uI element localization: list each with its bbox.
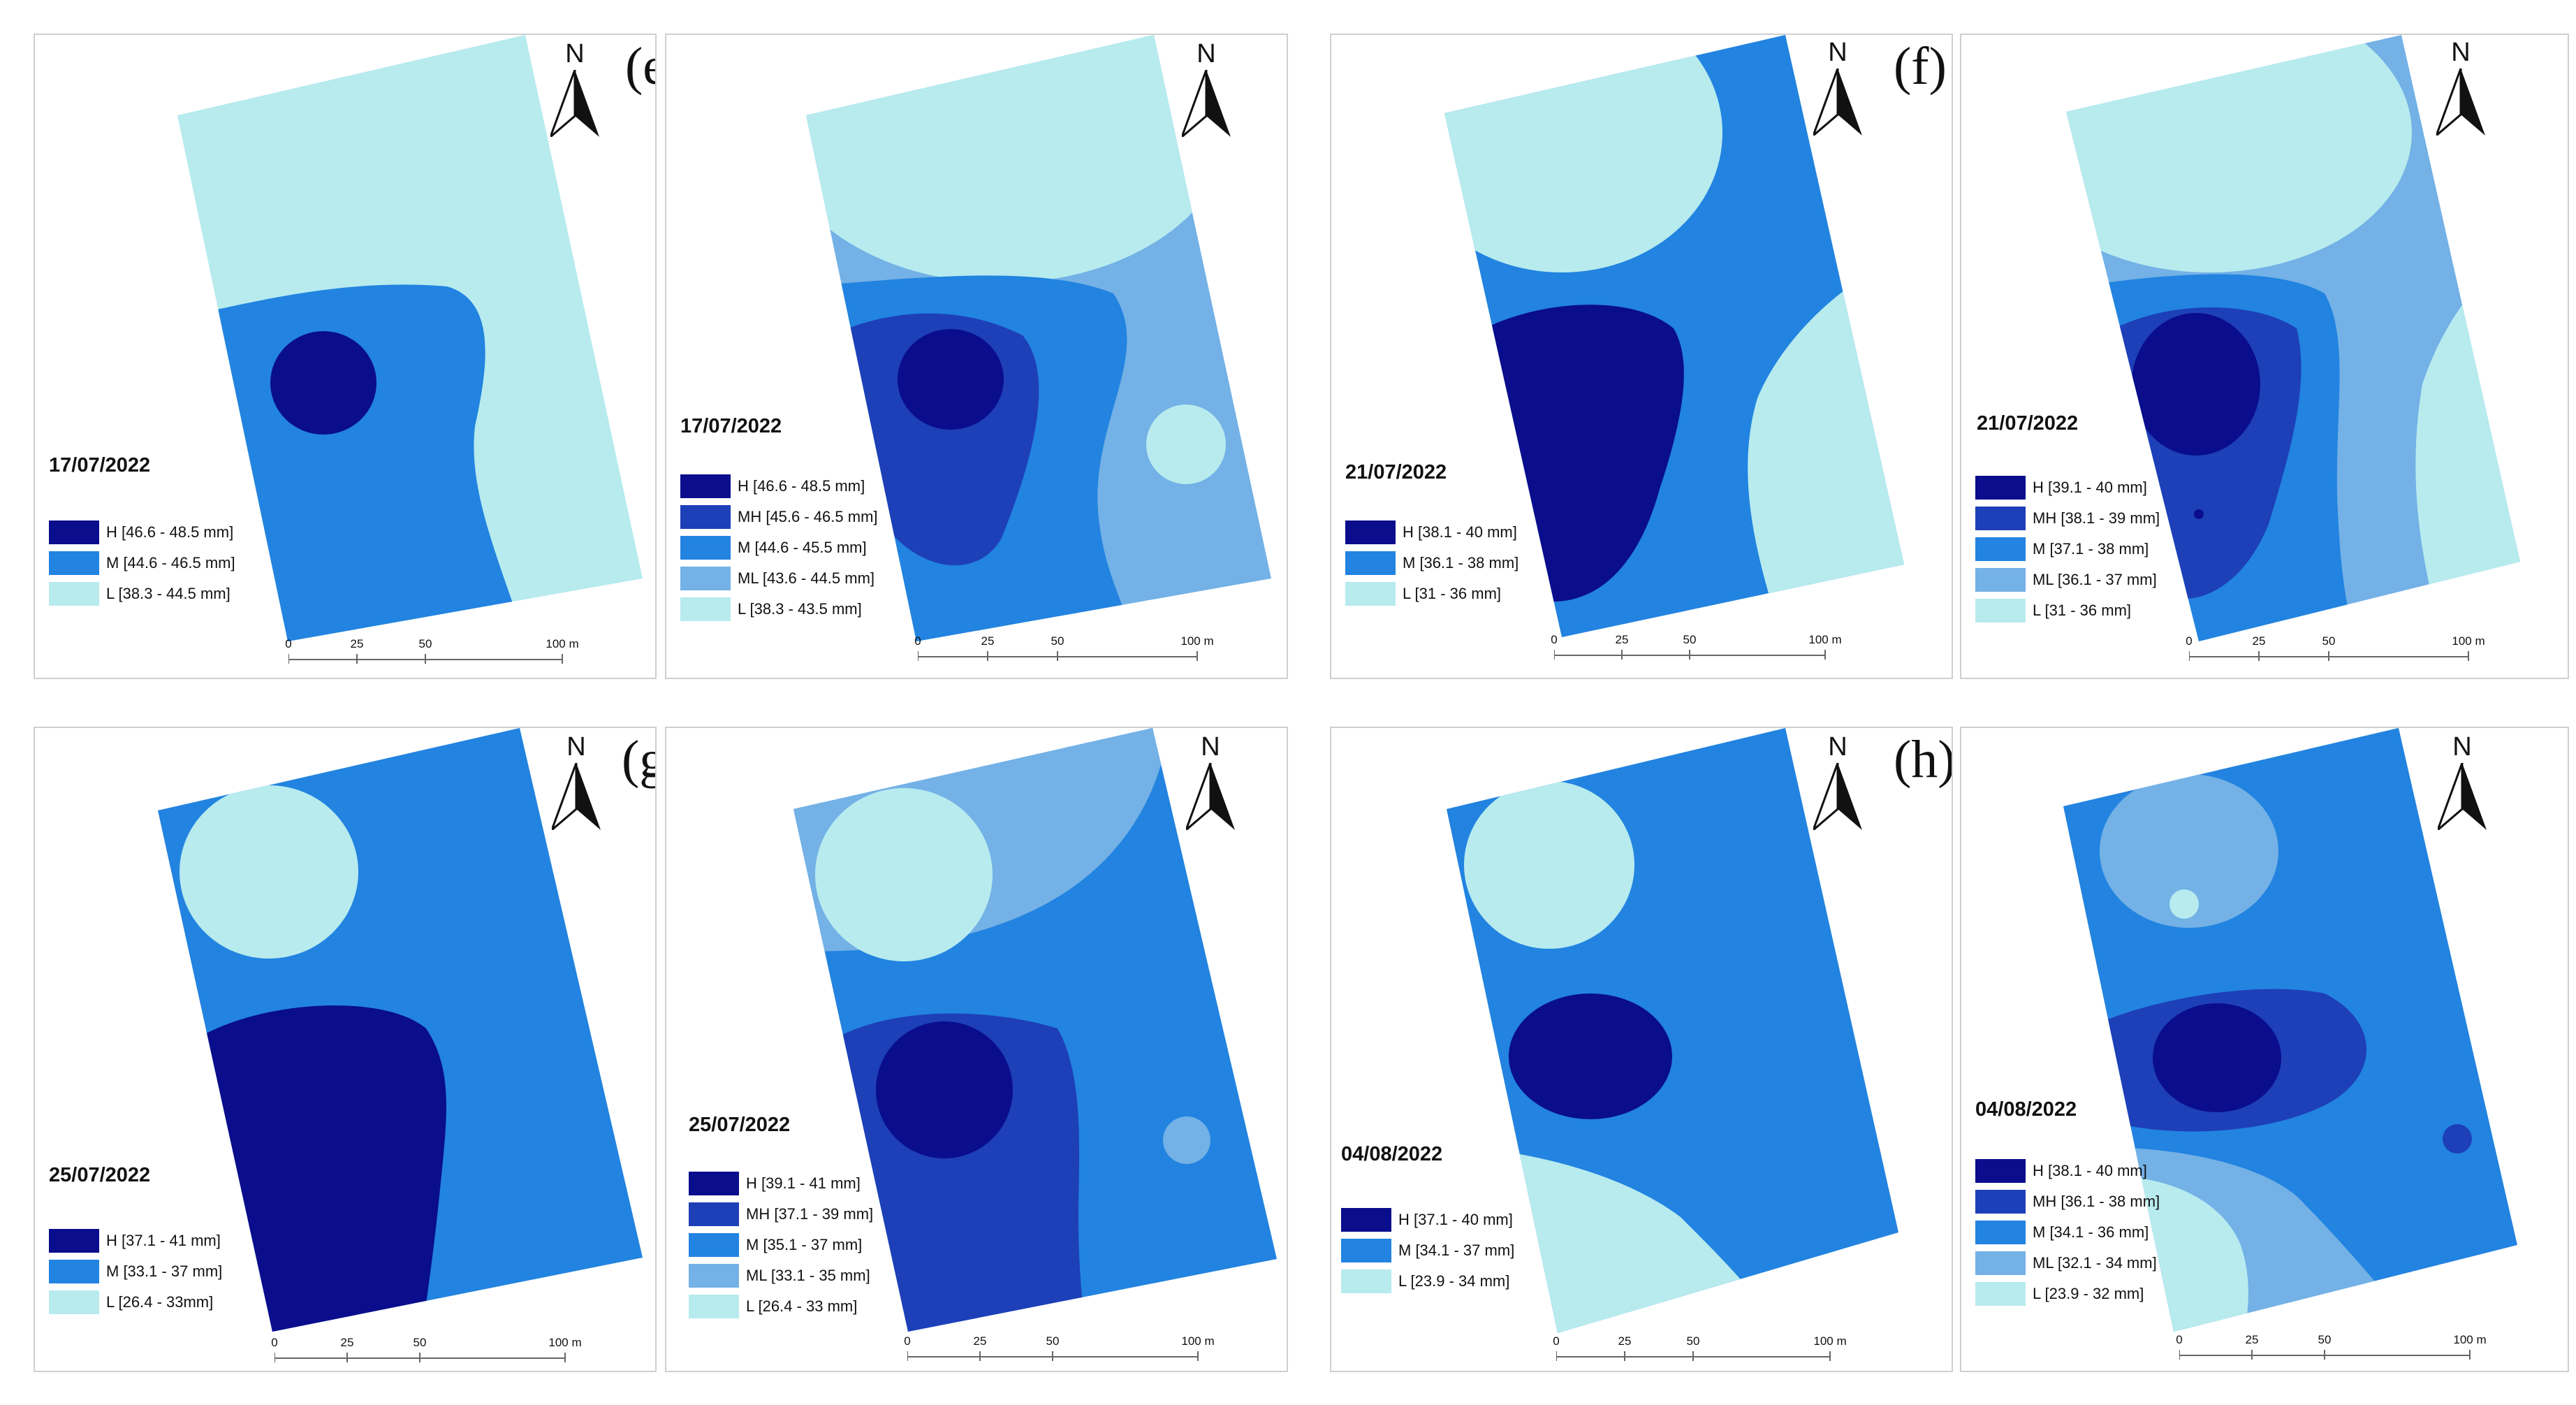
legend-item-mh: MH [36.1 - 38 mm] [1975, 1186, 2160, 1217]
north-arrow-icon: N [1186, 732, 1235, 830]
legend-item-ml: ML [36.1 - 37 mm] [1975, 565, 2160, 595]
legend-item-h: H [39.1 - 41 mm] [689, 1168, 873, 1199]
legend-item-l: L [31 - 36 mm] [1345, 578, 1518, 609]
map-panel-17-07-2022-five-class: 17/07/2022 H [46.6 - 48.5 mm] MH [45.6 -… [665, 34, 1288, 679]
scale-bar: 0 25 50 100 m [1551, 633, 1842, 660]
map-date: 25/07/2022 [689, 1114, 791, 1136]
map-panel-17-07-2022-three-class: 17/07/2022 H [46.6 - 48.5 mm] M [44.6 - … [34, 34, 657, 679]
map-legend: H [38.1 - 40 mm] M [36.1 - 38 mm] L [31 … [1345, 517, 1518, 609]
legend-item-m: M [34.1 - 36 mm] [1975, 1217, 2160, 1248]
map-date: 21/07/2022 [1345, 461, 1447, 483]
map-panel-21-07-2022-five-class: 21/07/2022 H [39.1 - 40 mm] MH [38.1 - 3… [1960, 34, 2569, 679]
moisture-map [177, 35, 643, 641]
map-date: 21/07/2022 [1977, 412, 2079, 435]
legend-item-h: H [46.6 - 48.5 mm] [680, 471, 878, 502]
north-arrow-icon: N [550, 39, 599, 137]
legend-item-ml: ML [32.1 - 34 mm] [1975, 1248, 2160, 1279]
legend-item-h: H [46.6 - 48.5 mm] [49, 517, 235, 548]
group-label-h: (h) [1894, 730, 1953, 789]
map-legend: H [39.1 - 40 mm] MH [38.1 - 39 mm] M [37… [1975, 472, 2160, 626]
scale-bar: 0 25 50 100 m [2186, 634, 2485, 661]
map-panel-04-08-2022-three-class: 04/08/2022 H [37.1 - 40 mm] M [34.1 - 37… [1330, 727, 1953, 1372]
moisture-map [2066, 35, 2520, 641]
legend-item-l: L [38.3 - 44.5 mm] [49, 578, 235, 609]
map-date: 04/08/2022 [1341, 1143, 1443, 1165]
legend-item-mh: MH [45.6 - 46.5 mm] [680, 502, 878, 532]
legend-item-mh: MH [38.1 - 39 mm] [1975, 503, 2160, 534]
map-date: 17/07/2022 [680, 415, 782, 437]
legend-item-l: L [23.9 - 32 mm] [1975, 1279, 2160, 1309]
legend-item-m: M [36.1 - 38 mm] [1345, 548, 1518, 578]
legend-item-h: H [38.1 - 40 mm] [1345, 517, 1518, 548]
moisture-map [1447, 728, 1898, 1333]
north-arrow-icon: N [1182, 39, 1231, 137]
scale-bar: 0 25 50 100 m [1553, 1334, 1847, 1361]
moisture-map [793, 728, 1277, 1332]
legend-item-m: M [34.1 - 37 mm] [1341, 1235, 1514, 1266]
moisture-map [806, 35, 1271, 641]
map-legend: H [46.6 - 48.5 mm] MH [45.6 - 46.5 mm] M… [680, 471, 878, 625]
map-legend: H [39.1 - 41 mm] MH [37.1 - 39 mm] M [35… [689, 1168, 873, 1322]
legend-item-h: H [39.1 - 40 mm] [1975, 472, 2160, 503]
legend-item-ml: ML [33.1 - 35 mm] [689, 1260, 873, 1291]
map-panel-25-07-2022-three-class: 25/07/2022 H [37.1 - 41 mm] M [33.1 - 37… [34, 727, 657, 1372]
legend-item-m: M [37.1 - 38 mm] [1975, 534, 2160, 565]
map-legend: H [46.6 - 48.5 mm] M [44.6 - 46.5 mm] L … [49, 517, 235, 609]
moisture-map [2063, 728, 2517, 1332]
scale-bar: 0 25 50 100 m [904, 1334, 1215, 1361]
north-arrow-icon: N [1813, 732, 1862, 830]
group-label-g: (g) [622, 730, 655, 789]
map-panel-04-08-2022-five-class: 04/08/2022 H [38.1 - 40 mm] MH [36.1 - 3… [1960, 727, 2569, 1372]
legend-item-ml: ML [43.6 - 44.5 mm] [680, 563, 878, 594]
map-date: 17/07/2022 [49, 454, 151, 476]
legend-item-h: H [38.1 - 40 mm] [1975, 1156, 2160, 1186]
legend-item-l: L [23.9 - 34 mm] [1341, 1266, 1514, 1297]
north-arrow-icon: N [2438, 732, 2487, 830]
north-arrow-icon: N [1813, 38, 1862, 136]
moisture-map [1444, 35, 1904, 637]
legend-item-m: M [35.1 - 37 mm] [689, 1230, 873, 1260]
scale-bar: 0 25 50 100 m [271, 1336, 582, 1362]
legend-item-m: M [44.6 - 45.5 mm] [680, 532, 878, 563]
map-legend: H [38.1 - 40 mm] MH [36.1 - 38 mm] M [34… [1975, 1156, 2160, 1309]
scale-bar: 0 25 50 100 m [285, 637, 579, 664]
legend-item-l: L [26.4 - 33 mm] [689, 1291, 873, 1322]
north-arrow-icon: N [552, 732, 601, 830]
legend-item-l: L [26.4 - 33mm] [49, 1287, 222, 1318]
map-panel-21-07-2022-three-class: 21/07/2022 H [38.1 - 40 mm] M [36.1 - 38… [1330, 34, 1953, 679]
legend-item-h: H [37.1 - 41 mm] [49, 1225, 222, 1256]
map-legend: H [37.1 - 41 mm] M [33.1 - 37 mm] L [26.… [49, 1225, 222, 1318]
legend-item-mh: MH [37.1 - 39 mm] [689, 1199, 873, 1230]
scale-bar: 0 25 50 100 m [914, 634, 1214, 661]
map-legend: H [37.1 - 40 mm] M [34.1 - 37 mm] L [23.… [1341, 1204, 1514, 1297]
moisture-map [158, 728, 643, 1332]
legend-item-l: L [38.3 - 43.5 mm] [680, 594, 878, 625]
map-date: 25/07/2022 [49, 1164, 151, 1186]
legend-item-l: L [31 - 36 mm] [1975, 595, 2160, 626]
scale-bar: 0 25 50 100 m [2176, 1333, 2487, 1360]
map-panel-25-07-2022-five-class: 25/07/2022 H [39.1 - 41 mm] MH [37.1 - 3… [665, 727, 1288, 1372]
north-arrow-icon: N [2436, 38, 2485, 136]
group-label-e: (e) [625, 37, 655, 96]
legend-item-m: M [33.1 - 37 mm] [49, 1256, 222, 1287]
map-date: 04/08/2022 [1975, 1098, 2077, 1121]
group-label-f: (f) [1894, 37, 1947, 96]
legend-item-h: H [37.1 - 40 mm] [1341, 1204, 1514, 1235]
legend-item-m: M [44.6 - 46.5 mm] [49, 548, 235, 578]
